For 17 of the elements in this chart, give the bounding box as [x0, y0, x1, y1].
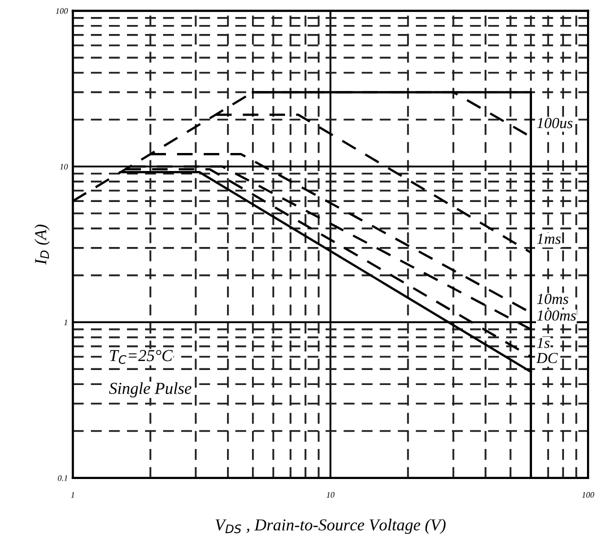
y-axis-title: I$_{D}$ (A) [34, 224, 50, 265]
annotation: T$_{C}$=25°C [110, 350, 173, 364]
series-label: 1ms [536, 234, 561, 244]
series-label: 1s [536, 338, 550, 348]
series-label: 100us [536, 118, 572, 128]
x-tick-label: 10 [326, 492, 334, 498]
y-tick-label: 100 [56, 8, 68, 14]
x-axis-title: V$_{DS}$ , Drain-to-Source Voltage (V) [216, 518, 446, 534]
annotation: Single Pulse [109, 382, 192, 398]
series-label: 10ms [536, 294, 568, 304]
y-tick-label: 0.1 [58, 475, 68, 481]
x-tick-label: 100 [582, 492, 594, 498]
y-tick-label: 1 [64, 320, 68, 326]
series-label: DC [536, 352, 558, 364]
y-tick-label: 10 [60, 164, 68, 170]
series-label: 100ms [536, 310, 576, 321]
x-tick-label: 1 [71, 492, 74, 498]
